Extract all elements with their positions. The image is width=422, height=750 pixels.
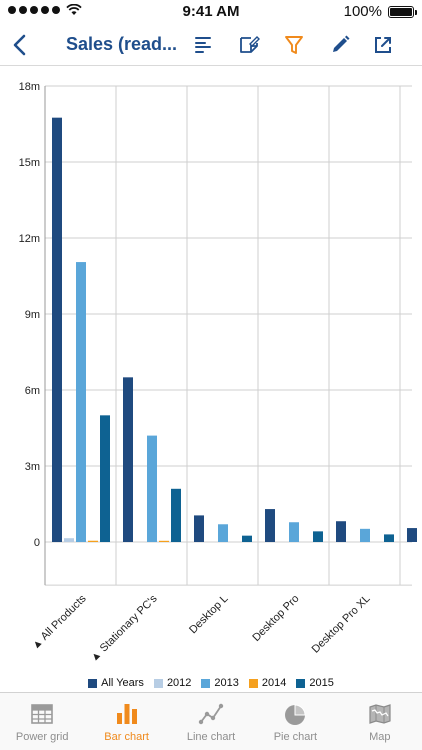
- chart-legend: All Years 2012 2013 2014 2015: [0, 677, 422, 689]
- legend-label: 2012: [166, 677, 192, 689]
- tab-label-map: Map: [369, 731, 391, 743]
- legend-swatch: [201, 678, 211, 688]
- bar-chart-area: 18m 15m 12m 9m 6m 3m 0 ▲ All Products ▲ Stationa…: [0, 66, 422, 690]
- bar-2013: [218, 524, 228, 542]
- y-tick-label: 0: [34, 537, 40, 549]
- legend-swatch: [88, 678, 98, 688]
- bar-all-years: [336, 521, 346, 542]
- x-category-label: ▲ All Products: [29, 592, 89, 652]
- grid-icon: [31, 704, 54, 724]
- battery-percentage: 100%: [343, 3, 382, 20]
- y-tick-label: 6m: [25, 385, 40, 397]
- legend-label: 2014: [261, 677, 287, 689]
- tab-bar-chart[interactable]: Bar chart: [84, 693, 168, 750]
- legend-item: 2012: [153, 677, 192, 689]
- y-tick-label: 12m: [19, 233, 40, 245]
- bar-2015: [384, 534, 394, 542]
- tab-map[interactable]: Map: [338, 693, 422, 750]
- pie-chart-icon: [285, 704, 306, 725]
- navigation-bar: Sales (read...: [0, 24, 422, 66]
- bar-chart-icon: [116, 704, 137, 724]
- text-align-icon[interactable]: [191, 33, 215, 57]
- battery-icon: [388, 5, 417, 18]
- y-tick-label: 3m: [25, 461, 40, 473]
- page-title: Sales (read...: [66, 34, 178, 54]
- status-time: 9:41 AM: [182, 3, 240, 20]
- tab-pie-chart[interactable]: Pie chart: [253, 693, 337, 750]
- bar-2013: [147, 435, 157, 542]
- x-category-label: Desktop Pro XL: [310, 593, 373, 656]
- tab-label-pie-chart: Pie chart: [273, 731, 318, 743]
- bar-2015: [313, 531, 323, 542]
- tab-label-power-grid: Power grid: [15, 731, 69, 743]
- line-chart-icon: [198, 703, 224, 725]
- legend-swatch: [296, 678, 306, 688]
- legend-swatch: [153, 678, 163, 688]
- bar-chart: 18m 15m 12m 9m 6m 3m 0 ▲ All Products ▲ Stationa…: [19, 81, 417, 664]
- y-tick-label: 15m: [19, 157, 40, 169]
- tab-power-grid[interactable]: Power grid: [0, 693, 84, 750]
- bar-2013: [289, 522, 299, 542]
- note-edit-icon[interactable]: [237, 33, 261, 57]
- legend-label: All Years: [101, 677, 144, 689]
- bar-2015: [100, 415, 110, 542]
- bar-2014: [88, 540, 98, 542]
- x-category-label: Desktop L: [187, 593, 231, 637]
- back-chevron-icon[interactable]: [8, 32, 34, 58]
- tab-line-chart[interactable]: Line chart: [169, 693, 253, 750]
- bar-all-years: [265, 509, 275, 542]
- bar-2014: [159, 540, 169, 542]
- bar-all-years: [407, 528, 417, 542]
- bar-all-years: [52, 117, 62, 542]
- legend-item: All Years: [88, 677, 144, 689]
- bar-2012: [64, 538, 74, 542]
- bar-2015: [242, 535, 252, 542]
- status-bar: 9:41 AM 100%: [0, 0, 422, 24]
- signal-strength-icon: [8, 6, 60, 14]
- legend-item: 2013: [201, 677, 239, 689]
- bar-2015: [171, 488, 181, 542]
- x-category-label: ▲ Stationary PC's: [88, 592, 160, 664]
- share-icon[interactable]: [371, 33, 395, 57]
- x-category-label: Desktop Pro: [250, 593, 301, 644]
- legend-label: 2013: [214, 677, 239, 689]
- bar-2013: [360, 528, 370, 542]
- bar-2013: [76, 262, 86, 542]
- y-tick-label: 18m: [19, 81, 40, 93]
- legend-label: 2015: [309, 677, 334, 689]
- legend-item: 2014: [248, 677, 287, 689]
- legend-swatch: [248, 678, 258, 688]
- y-tick-label: 9m: [25, 309, 40, 321]
- filter-icon[interactable]: [282, 33, 306, 57]
- signal-wifi-group: [8, 4, 82, 16]
- tab-label-bar-chart: Bar chart: [104, 731, 149, 743]
- battery-group: 100%: [343, 3, 417, 20]
- pencil-icon[interactable]: [328, 33, 352, 57]
- wifi-icon: [66, 4, 82, 15]
- bar-all-years: [194, 515, 204, 542]
- legend-item: 2015: [296, 677, 334, 689]
- map-icon: [369, 704, 391, 724]
- tab-label-line-chart: Line chart: [186, 731, 236, 743]
- bar-all-years: [123, 377, 133, 542]
- battery-level: [390, 7, 412, 16]
- bottom-tab-bar: Power grid Bar chart Line chart Pie char…: [0, 692, 422, 750]
